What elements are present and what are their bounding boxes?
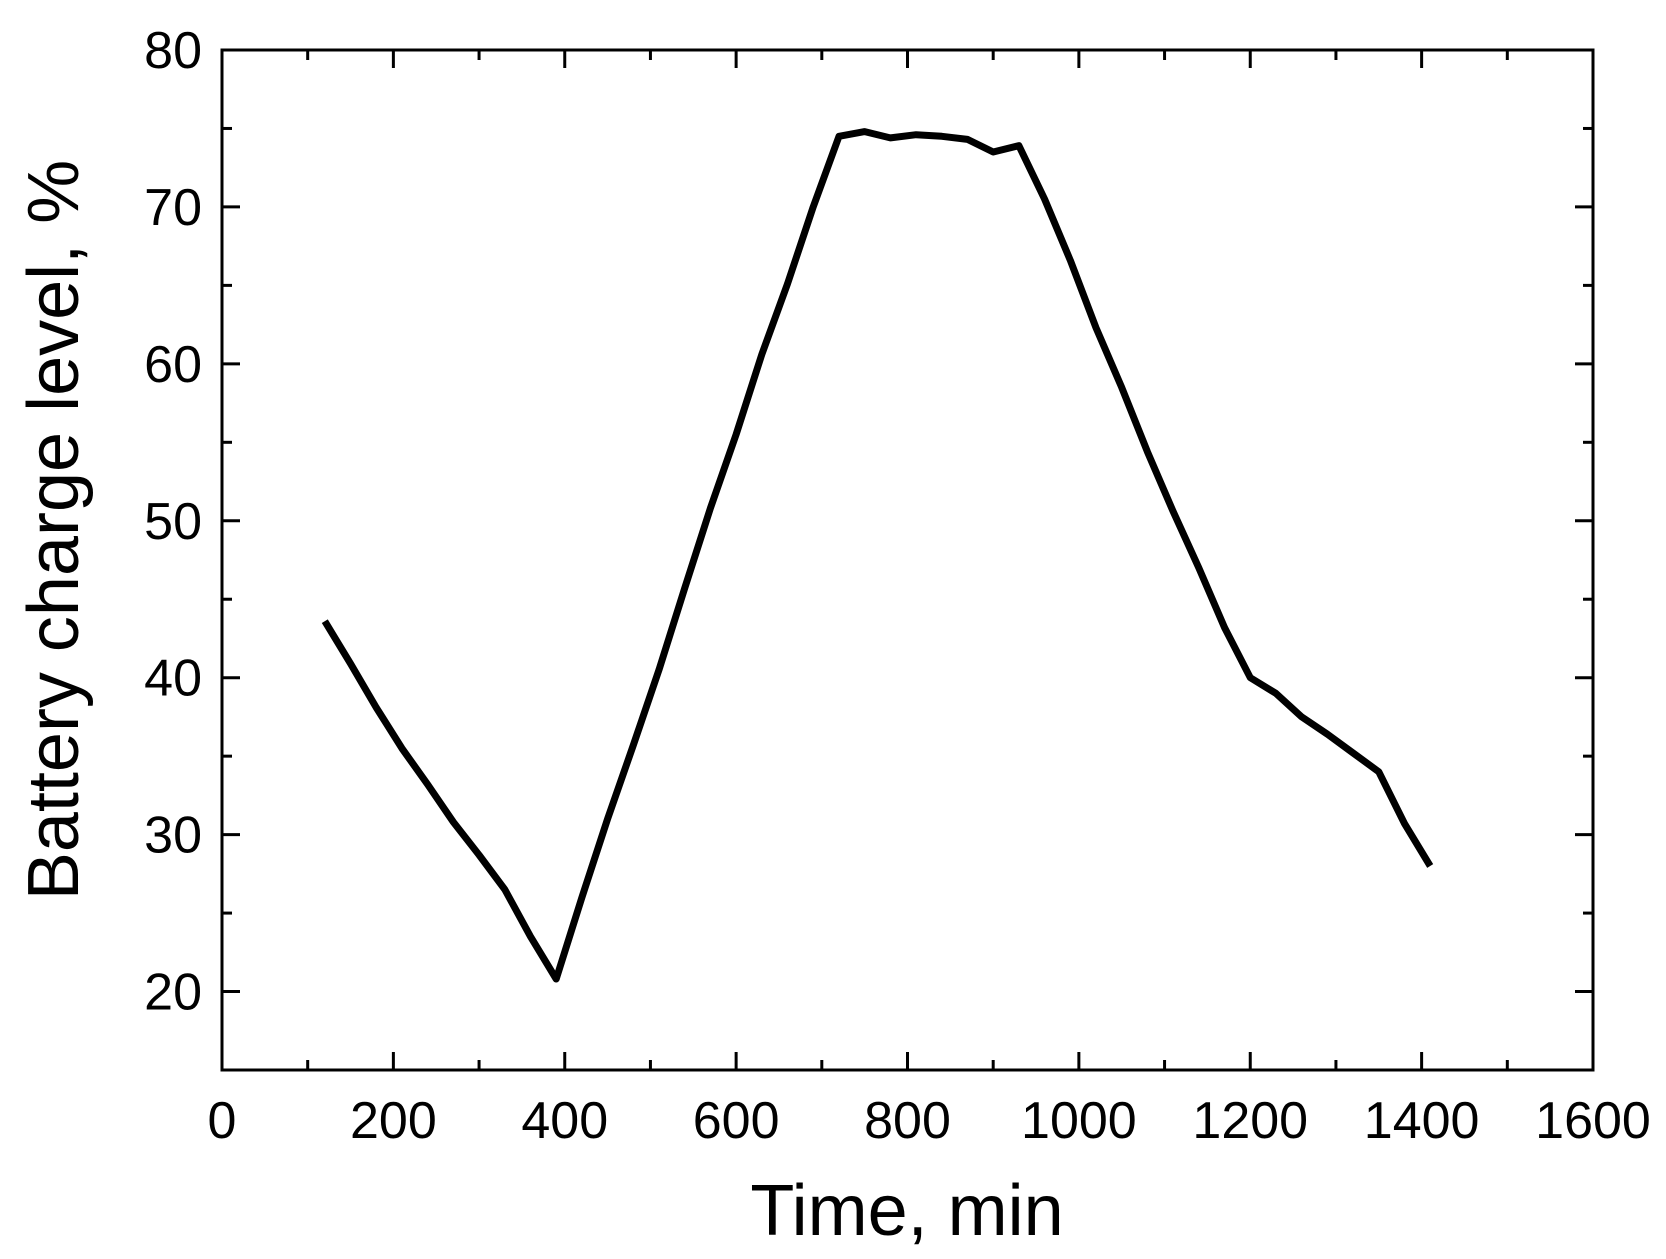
y-tick-label: 70 bbox=[144, 179, 202, 237]
x-tick-label: 400 bbox=[521, 1092, 608, 1150]
axis-ticks bbox=[220, 48, 1595, 1070]
x-tick-label: 1400 bbox=[1364, 1092, 1480, 1150]
y-tick-label: 40 bbox=[144, 650, 202, 708]
x-axis-title: Time, min bbox=[750, 1171, 1063, 1251]
battery-charge-series-line bbox=[321, 128, 1434, 983]
x-tick-label: 1000 bbox=[1021, 1092, 1137, 1150]
x-tick-label: 800 bbox=[864, 1092, 951, 1150]
y-tick-label: 50 bbox=[144, 493, 202, 551]
x-tick-label: 600 bbox=[693, 1092, 780, 1150]
y-axis-title: Battery charge level, % bbox=[14, 160, 94, 900]
x-tick-label: 200 bbox=[350, 1092, 437, 1150]
x-tick-label: 1200 bbox=[1192, 1092, 1308, 1150]
plot-frame bbox=[220, 48, 1595, 1072]
x-tick-label: 0 bbox=[208, 1092, 237, 1150]
axis-tick-labels: 0 200 400 600 800 1000 1200 1400 1600 20 30 40 50 60 7… bbox=[144, 22, 1651, 1150]
x-tick-label: 1600 bbox=[1535, 1092, 1651, 1150]
y-tick-label: 30 bbox=[144, 807, 202, 865]
y-tick-label: 80 bbox=[144, 22, 202, 80]
y-tick-label: 60 bbox=[144, 336, 202, 394]
y-tick-label: 20 bbox=[144, 964, 202, 1022]
